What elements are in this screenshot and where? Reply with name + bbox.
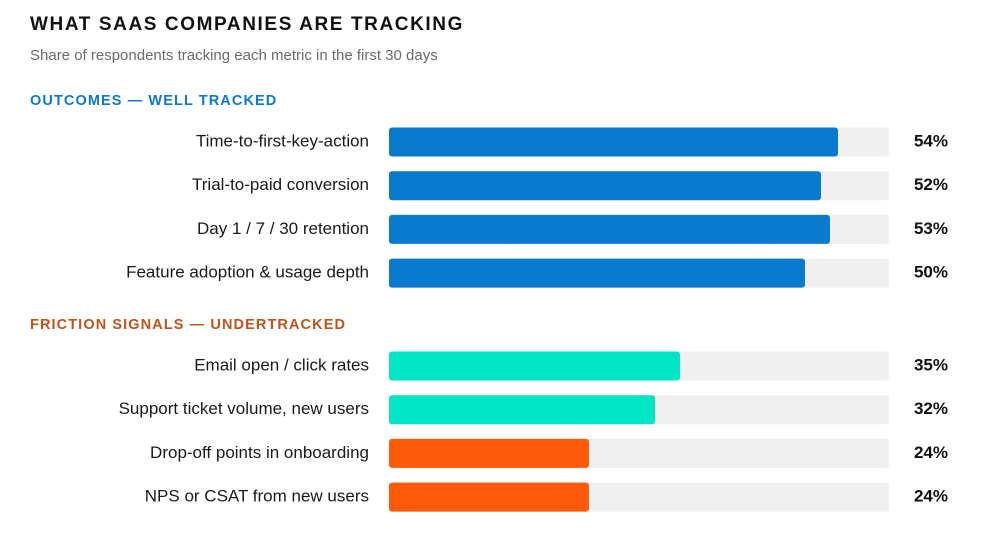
section-label: OUTCOMES — WELL TRACKED	[30, 93, 277, 109]
category-label: Trial-to-paid conversion	[192, 175, 369, 194]
value-label: 50%	[914, 263, 948, 282]
category-label: NPS or CSAT from new users	[145, 487, 369, 506]
bar	[389, 482, 589, 512]
category-label: Email open / click rates	[194, 355, 369, 374]
bar	[389, 127, 838, 157]
value-label: 54%	[914, 131, 948, 150]
value-label: 24%	[914, 487, 948, 506]
bar	[389, 395, 655, 425]
category-label: Feature adoption & usage depth	[126, 263, 369, 282]
value-label: 35%	[914, 355, 948, 374]
chart-subtitle: Share of respondents tracking each metri…	[30, 47, 438, 64]
section-label: FRICTION SIGNALS — UNDERTRACKED	[30, 317, 346, 333]
chart-title: WHAT SAAS COMPANIES ARE TRACKING	[30, 14, 465, 35]
category-label: Drop-off points in onboarding	[150, 443, 369, 462]
bar	[389, 171, 821, 201]
value-label: 52%	[914, 175, 948, 194]
value-label: 32%	[914, 399, 948, 418]
bar	[389, 214, 830, 244]
value-label: 24%	[914, 443, 948, 462]
value-label: 53%	[914, 219, 948, 238]
category-label: Day 1 / 7 / 30 retention	[197, 219, 369, 238]
bar	[389, 351, 680, 381]
bar	[389, 258, 805, 288]
category-label: Support ticket volume, new users	[119, 399, 369, 418]
bar	[389, 438, 589, 468]
category-label: Time-to-first-key-action	[196, 131, 369, 150]
